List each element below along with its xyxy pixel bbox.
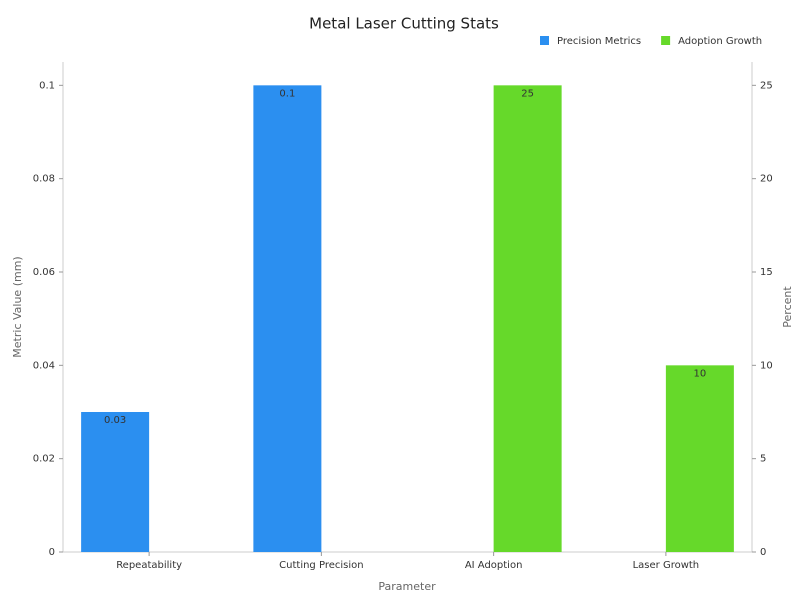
y2-tick-label: 15 bbox=[760, 267, 773, 278]
y2-tick-label: 5 bbox=[760, 454, 766, 465]
y-tick-label: 0.06 bbox=[33, 267, 55, 278]
bar bbox=[493, 85, 562, 552]
y-tick-label: 0.1 bbox=[39, 80, 55, 91]
y2-tick-label: 25 bbox=[760, 80, 773, 91]
data-label: 25 bbox=[521, 88, 534, 99]
y2-tick-label: 20 bbox=[760, 174, 773, 185]
legend-swatch bbox=[540, 36, 549, 45]
bar bbox=[253, 85, 322, 552]
y2-axis-label: Percent bbox=[781, 286, 794, 328]
bar bbox=[665, 365, 734, 552]
x-tick-label: Laser Growth bbox=[633, 560, 700, 571]
legend-label: Precision Metrics bbox=[557, 36, 641, 47]
y2-tick-label: 0 bbox=[760, 547, 766, 558]
data-label: 0.1 bbox=[279, 88, 295, 99]
y-tick-label: 0.04 bbox=[33, 360, 55, 371]
x-axis-label: Parameter bbox=[378, 580, 436, 593]
x-tick-label: Cutting Precision bbox=[279, 560, 363, 571]
y-tick-label: 0.08 bbox=[33, 174, 55, 185]
y-axis-label: Metric Value (mm) bbox=[11, 256, 24, 357]
bar bbox=[81, 412, 150, 552]
data-label: 10 bbox=[694, 368, 707, 379]
legend-swatch bbox=[661, 36, 671, 45]
legend-label: Adoption Growth bbox=[678, 36, 762, 47]
x-tick-label: Repeatability bbox=[116, 560, 182, 571]
y2-tick-label: 10 bbox=[760, 360, 773, 371]
chart-title: Metal Laser Cutting Stats bbox=[309, 15, 499, 33]
x-tick-label: AI Adoption bbox=[465, 560, 523, 571]
y-tick-label: 0 bbox=[49, 547, 55, 558]
y-tick-label: 0.02 bbox=[33, 454, 55, 465]
data-label: 0.03 bbox=[104, 415, 126, 426]
